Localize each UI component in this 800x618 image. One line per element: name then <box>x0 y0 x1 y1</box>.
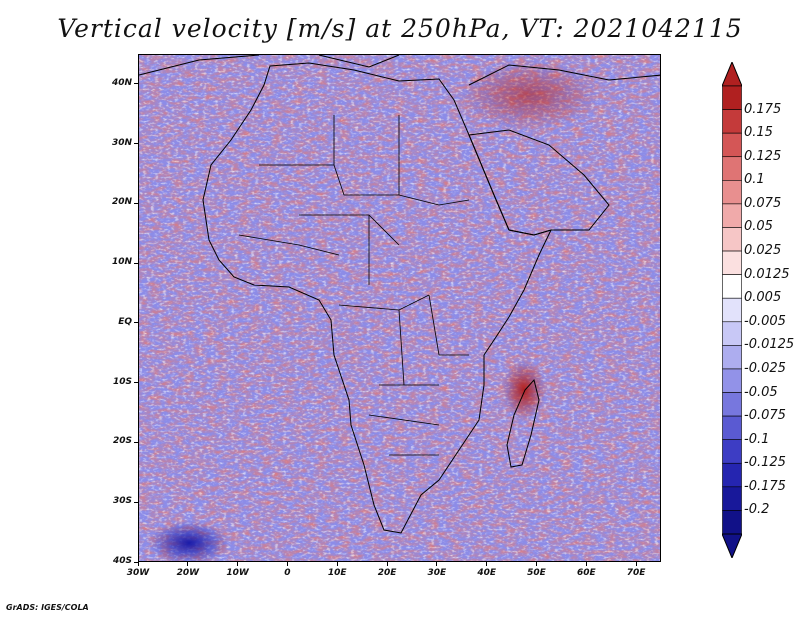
colorbar-tick-label: 0.175 <box>744 101 782 117</box>
lat-tick-mark <box>134 262 138 264</box>
lat-tick-label: 40N <box>111 77 132 88</box>
lon-tick-mark <box>585 562 587 566</box>
lat-tick-mark <box>134 501 138 503</box>
colorbar-segment <box>722 227 742 252</box>
colorbar-segment <box>722 250 742 275</box>
lon-tick-label: 60E <box>576 568 596 578</box>
colorbar-tick-label: -0.125 <box>744 455 786 471</box>
ascent-region-north <box>459 60 599 130</box>
lat-tick-label: 30S <box>112 496 132 507</box>
lon-tick-mark <box>137 562 139 566</box>
colorbar-tick-label: -0.025 <box>744 360 786 376</box>
lon-tick-label: 30W <box>126 568 150 578</box>
colorbar-segment <box>722 132 742 158</box>
arabia-coastline <box>468 129 610 236</box>
lat-tick-mark <box>134 382 138 384</box>
lon-tick-label: 20E <box>377 568 397 578</box>
lon-tick-label: 20W <box>176 568 200 578</box>
lat-tick-mark <box>134 441 138 443</box>
lon-tick-mark <box>286 562 288 566</box>
lon-tick-label: 70E <box>626 568 646 578</box>
colorbar-tick-label: -0.0125 <box>744 337 795 353</box>
lon-tick-label: 30E <box>427 568 447 578</box>
lat-tick-mark <box>134 202 138 204</box>
lat-tick-mark <box>134 322 138 324</box>
colorbar-tick-label: 0.1 <box>744 172 765 188</box>
colorbar-segment <box>722 274 742 299</box>
lat-tick-label: 20S <box>112 436 132 447</box>
colorbar-segment <box>722 321 742 346</box>
lat-tick-label: 20N <box>111 197 132 208</box>
map-panel <box>138 54 661 562</box>
lat-tick-label: 30N <box>111 137 132 148</box>
lon-tick-label: 40E <box>477 568 496 578</box>
colorbar-tick-label: -0.075 <box>744 408 786 424</box>
colorbar-segment <box>722 203 742 228</box>
field-streaks <box>139 55 660 561</box>
lon-tick-mark <box>436 562 438 566</box>
europe-coastline <box>139 55 660 86</box>
colorbar-segment <box>722 439 742 464</box>
colorbar-segment <box>722 486 742 511</box>
lon-tick-mark <box>635 562 637 566</box>
colorbar-tick-label: -0.05 <box>744 384 778 400</box>
lat-tick-label: 10S <box>112 376 132 387</box>
colorbar-arrow-bottom <box>722 533 742 558</box>
lon-tick-mark <box>336 562 338 566</box>
colorbar-tick-label: 0.025 <box>744 243 782 259</box>
colorbar-segment <box>722 85 742 110</box>
colorbar-segment <box>722 392 742 417</box>
map-canvas <box>139 55 660 561</box>
lon-tick-label: 10W <box>226 568 249 578</box>
lat-tick-label: EQ <box>118 316 132 327</box>
lon-tick-mark <box>187 562 189 566</box>
colorbar-tick-label: -0.005 <box>744 313 786 329</box>
country-borders <box>238 115 470 456</box>
credit-text: GrADS: IGES/COLA <box>6 603 89 612</box>
lon-tick-mark <box>486 562 488 566</box>
colorbar-tick-label: 0.125 <box>744 148 782 164</box>
colorbar-tick-label: 0.05 <box>744 219 773 235</box>
colorbar-tick-label: 0.0125 <box>744 266 790 282</box>
colorbar-tick-label: -0.1 <box>744 431 770 447</box>
lat-tick-label: 40S <box>112 556 132 566</box>
colorbar-segment <box>722 368 742 393</box>
colorbar-segment <box>722 510 742 535</box>
lon-tick-mark <box>237 562 239 566</box>
colorbar-tick-label: 0.005 <box>744 290 782 306</box>
lat-tick-mark <box>134 561 138 563</box>
colorbar-segment <box>722 156 742 181</box>
lon-tick-label: 0 <box>284 568 291 578</box>
lat-tick-mark <box>134 143 138 145</box>
strong-descent-region <box>149 521 229 561</box>
lon-tick-label: 10E <box>327 568 347 578</box>
lat-tick-label: 10N <box>111 257 132 268</box>
colorbar-tick-label: -0.2 <box>744 502 770 518</box>
lat-tick-mark <box>134 83 138 85</box>
madagascar-coastline <box>506 378 540 468</box>
colorbar-segment <box>722 345 742 370</box>
colorbar-segment <box>722 462 742 488</box>
lon-tick-mark <box>386 562 388 566</box>
lon-tick-mark <box>535 562 537 566</box>
plot-title: Vertical velocity [m/s] at 250hPa, VT: 2… <box>57 14 743 43</box>
colorbar-segment <box>722 180 742 205</box>
colorbar-segment <box>722 297 742 323</box>
lon-tick-label: 50E <box>527 568 546 578</box>
coastlines <box>139 55 660 534</box>
colorbar-arrow-top <box>722 62 742 87</box>
colorbar-segment <box>722 109 742 134</box>
colorbar <box>722 62 742 558</box>
strong-ascent-region <box>502 360 546 420</box>
colorbar-tick-label: -0.175 <box>744 478 786 494</box>
colorbar-tick-label: 0.075 <box>744 195 782 211</box>
colorbar-tick-label: 0.15 <box>744 125 773 141</box>
colorbar-segment <box>722 415 742 440</box>
